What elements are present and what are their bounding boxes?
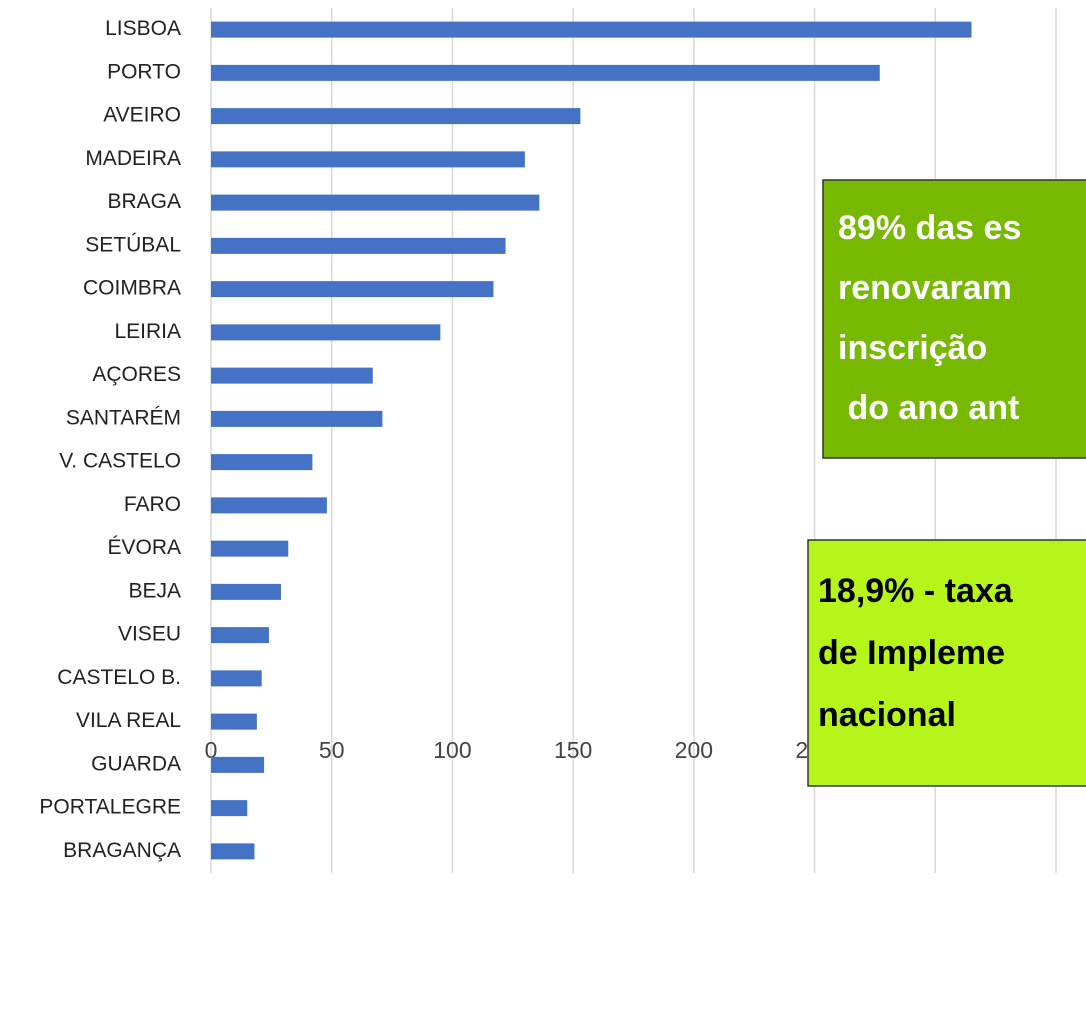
x-tick-label: 100 bbox=[433, 737, 471, 763]
bar bbox=[211, 410, 383, 427]
x-tick-label: 50 bbox=[319, 737, 345, 763]
y-tick-label: VILA REAL bbox=[76, 709, 181, 732]
y-tick-label: LEIRIA bbox=[114, 320, 181, 343]
bar bbox=[211, 713, 257, 730]
y-tick-label: CASTELO B. bbox=[57, 666, 181, 689]
bar bbox=[211, 324, 441, 341]
bar bbox=[211, 497, 327, 514]
annotation-text: inscrição bbox=[838, 329, 987, 367]
annotation-text: do ano ant bbox=[838, 389, 1019, 427]
bar bbox=[211, 670, 262, 687]
bar bbox=[211, 540, 289, 557]
bar bbox=[211, 151, 525, 168]
bar bbox=[211, 756, 265, 773]
y-tick-label: MADEIRA bbox=[85, 147, 181, 170]
bar bbox=[211, 454, 313, 471]
x-tick-label: 200 bbox=[675, 737, 713, 763]
bar bbox=[211, 108, 581, 125]
bar bbox=[211, 800, 248, 817]
y-tick-label: COIMBRA bbox=[83, 277, 181, 300]
y-tick-label: BRAGANÇA bbox=[63, 839, 181, 862]
y-tick-label: SANTARÉM bbox=[66, 406, 181, 429]
y-tick-label: VISEU bbox=[118, 623, 181, 646]
annotation-text: 89% das es bbox=[838, 209, 1021, 247]
y-tick-label: AÇORES bbox=[92, 363, 181, 386]
y-tick-label: LISBOA bbox=[105, 17, 181, 40]
bar bbox=[211, 237, 506, 254]
annotation-box bbox=[822, 179, 1086, 459]
bar bbox=[211, 627, 269, 644]
bar bbox=[211, 843, 255, 860]
annotation-text: de Impleme bbox=[818, 634, 1005, 672]
annotation-text: 18,9% - taxa bbox=[818, 572, 1014, 610]
annotation-text: nacional bbox=[818, 696, 956, 734]
bar bbox=[211, 194, 540, 211]
y-tick-label: BEJA bbox=[128, 579, 181, 602]
plot-area: 050100150200250300350LISBOAPORTOAVEIROMA… bbox=[39, 8, 1075, 873]
y-tick-label: FARO bbox=[124, 493, 181, 516]
bar bbox=[211, 367, 373, 384]
y-tick-label: PORTALEGRE bbox=[39, 796, 181, 819]
y-tick-label: AVEIRO bbox=[103, 104, 181, 127]
x-tick-label: 0 bbox=[205, 737, 218, 763]
y-tick-label: ÉVORA bbox=[107, 536, 181, 559]
bar bbox=[211, 583, 282, 600]
annotation-box bbox=[807, 539, 1086, 787]
annotation-text: renovaram bbox=[838, 269, 1012, 307]
y-tick-label: SETÚBAL bbox=[85, 233, 181, 256]
x-tick-label: 150 bbox=[554, 737, 592, 763]
bar bbox=[211, 281, 494, 298]
bar bbox=[211, 64, 880, 81]
bar bbox=[211, 21, 972, 38]
y-tick-label: V. CASTELO bbox=[59, 450, 181, 473]
y-tick-label: PORTO bbox=[107, 60, 181, 83]
y-tick-label: BRAGA bbox=[107, 190, 181, 213]
y-tick-label: GUARDA bbox=[91, 752, 181, 775]
